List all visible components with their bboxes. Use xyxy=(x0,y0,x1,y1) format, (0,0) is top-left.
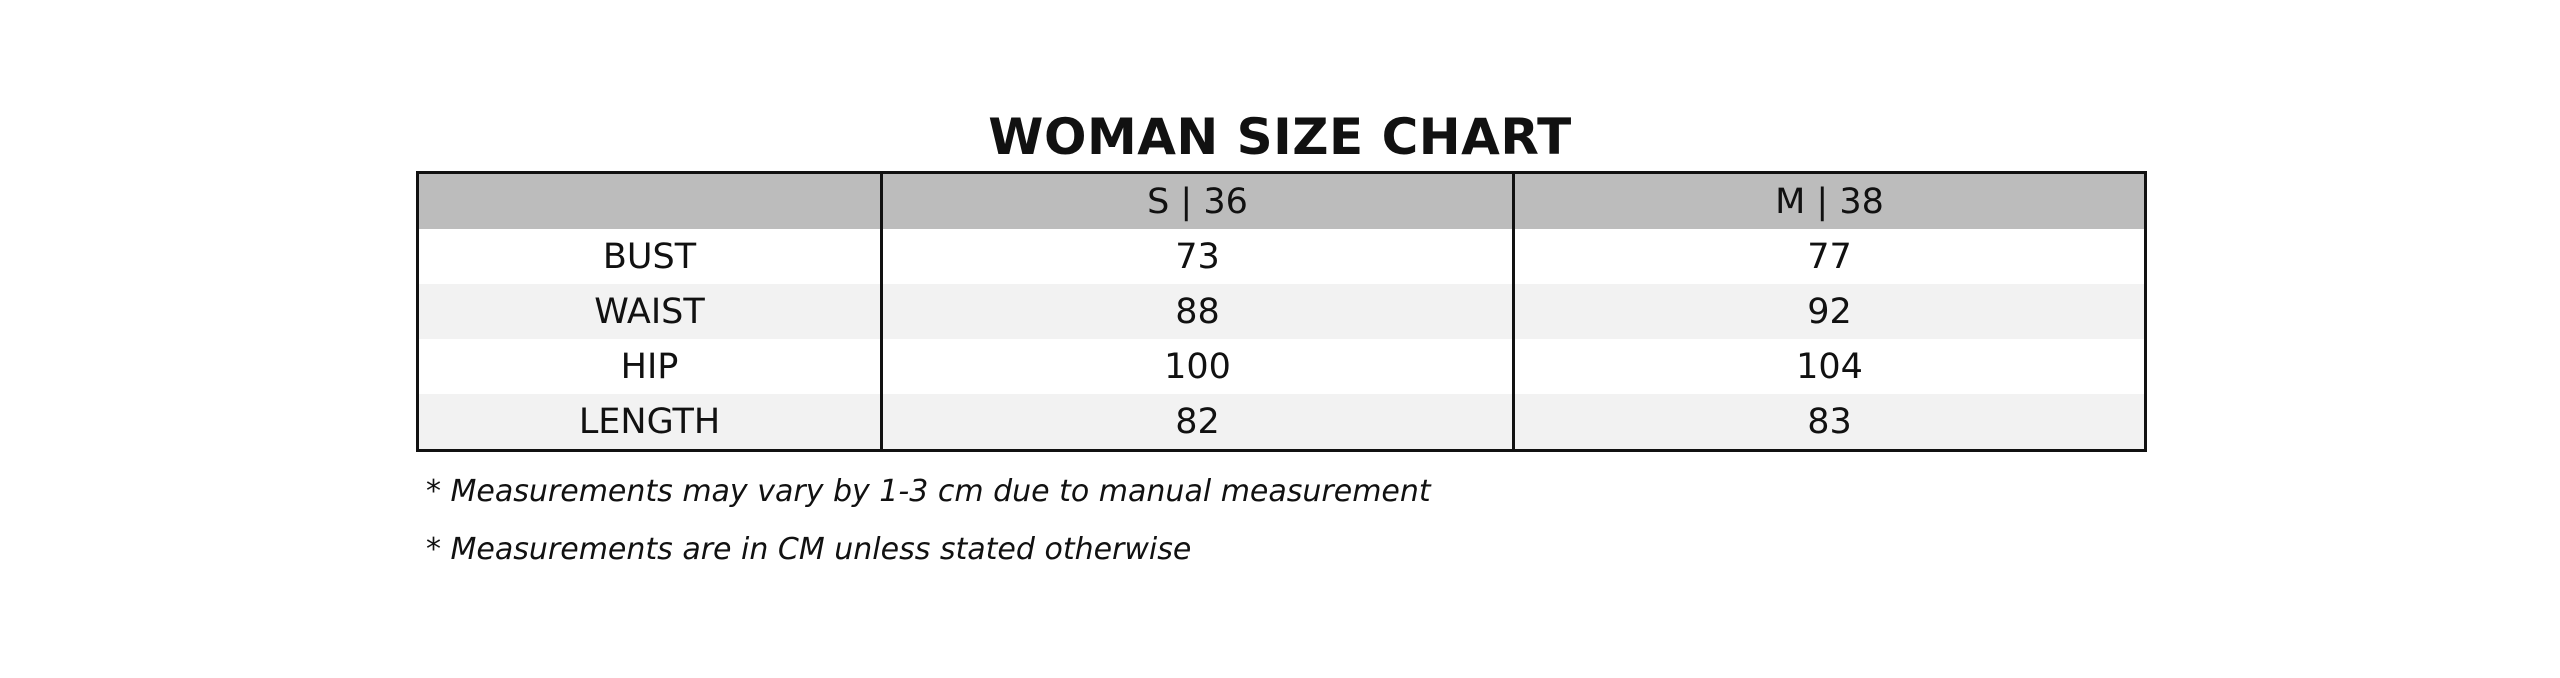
header-cell: S | 36 xyxy=(880,172,1515,229)
row-label: WAIST xyxy=(416,284,883,339)
table-row: LENGTH 82 83 xyxy=(416,394,2147,451)
header-cell: M | 38 xyxy=(1512,172,2147,229)
table-body: S | 36 M | 38 BUST 73 77 WAIST 88 92 HIP 100 104 LE… xyxy=(416,172,2147,451)
cell: 83 xyxy=(1512,394,2147,451)
cell: 100 xyxy=(880,339,1515,394)
row-label: LENGTH xyxy=(416,394,883,451)
cell: 92 xyxy=(1512,284,2147,339)
table-row: BUST 73 77 xyxy=(416,229,2147,284)
note: * Measurements may vary by 1-3 cm due to… xyxy=(426,474,1431,509)
row-label: BUST xyxy=(416,229,883,284)
size-table: S | 36 M | 38 BUST 73 77 WAIST 88 92 HIP 100 104 LE… xyxy=(416,171,2147,452)
cell: 77 xyxy=(1512,229,2147,284)
table-row: HIP 100 104 xyxy=(416,339,2147,394)
cell: 82 xyxy=(880,394,1515,451)
table-row: WAIST 88 92 xyxy=(416,284,2147,339)
cell: 73 xyxy=(880,229,1515,284)
header-cell xyxy=(416,172,883,229)
note: * Measurements are in CM unless stated o… xyxy=(426,532,1192,567)
title: WOMAN SIZE CHART xyxy=(988,108,1572,166)
cell: 104 xyxy=(1512,339,2147,394)
header-row: S | 36 M | 38 xyxy=(416,172,2147,229)
cell: 88 xyxy=(880,284,1515,339)
row-label: HIP xyxy=(416,339,883,394)
